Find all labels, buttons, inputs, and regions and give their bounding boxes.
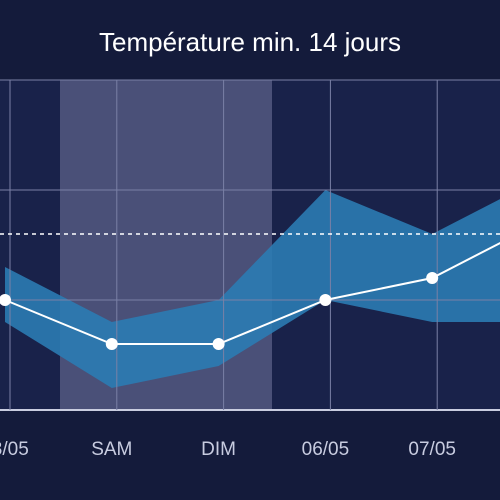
x-tick-label: 03/05: [0, 439, 29, 460]
x-tick-label: 06/05: [302, 439, 350, 460]
point: [0, 294, 11, 306]
series-line: [4, 241, 500, 345]
point: [212, 338, 225, 350]
range-band: [5, 190, 500, 388]
chart-title: Température min. 14 jours: [99, 27, 401, 57]
point: [426, 272, 439, 284]
plot: 03/05 SAM DIM 06/05 07/05: [0, 79, 500, 460]
x-tick-label: 07/05: [408, 439, 456, 460]
point: [319, 294, 332, 306]
point: [105, 338, 118, 350]
x-tick-label: SAM: [91, 439, 132, 460]
x-tick-label: DIM: [201, 439, 236, 460]
